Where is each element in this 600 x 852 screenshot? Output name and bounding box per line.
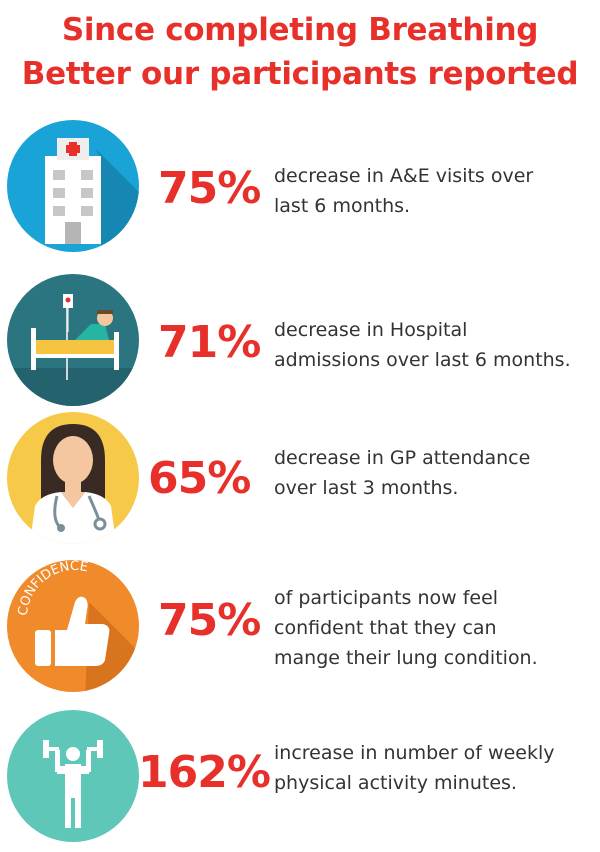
title-line-2: Better our participants reported — [21, 56, 579, 92]
stat-description: decrease in GP attendance over last 3 mo… — [274, 447, 531, 499]
stat-row-ae-visits: 75% decrease in A&E visits over last 6 m… — [0, 118, 600, 258]
stat-percent: 65% — [148, 453, 251, 504]
title-line-1: Since completing Breathing — [61, 12, 539, 48]
stat-percent: 75% — [158, 595, 261, 646]
stat-percent: 75% — [158, 163, 261, 214]
stat-percent: 162% — [138, 747, 271, 798]
hospital-bed-icon — [5, 272, 141, 408]
dumbbell-exercise-icon — [5, 706, 141, 846]
stat-percent: 71% — [158, 317, 261, 368]
stat-description: decrease in A&E visits over last 6 month… — [274, 165, 534, 217]
stat-row-physical-activity: 162% increase in number of weekly physic… — [0, 706, 600, 846]
stat-row-hospital-admissions: 71% decrease in Hospital admissions over… — [0, 272, 600, 412]
confidence-thumbs-up-icon: CONFIDENCE — [5, 558, 141, 694]
page-title: Since completing Breathing Better our pa… — [0, 8, 600, 96]
stat-description: decrease in Hospital admissions over las… — [274, 319, 571, 371]
stat-description: of participants now feel confident that … — [274, 587, 538, 669]
hospital-building-icon — [5, 118, 141, 254]
stat-row-confidence: CONFIDENCE 75% of participants now feel … — [0, 558, 600, 698]
stat-row-gp-attendance: 65% decrease in GP attendance over last … — [0, 410, 600, 550]
doctor-icon — [5, 410, 141, 546]
stat-description: increase in number of weekly physical ac… — [274, 742, 555, 794]
